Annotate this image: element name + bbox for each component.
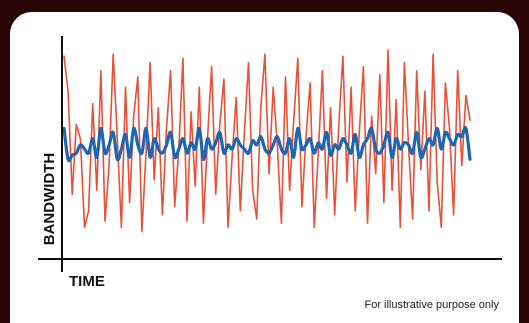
series-layer [62,49,472,233]
y-axis-label: BANDWIDTH [41,153,58,245]
chart-panel: BANDWIDTH TIME For illustrative purpose … [10,12,519,323]
series-line-blue [62,126,472,163]
footnote: For illustrative purpose only [364,299,499,311]
x-axis-label: TIME [69,273,105,290]
chart-svg: BANDWIDTH TIME [38,36,502,290]
series-line-red [63,49,471,233]
